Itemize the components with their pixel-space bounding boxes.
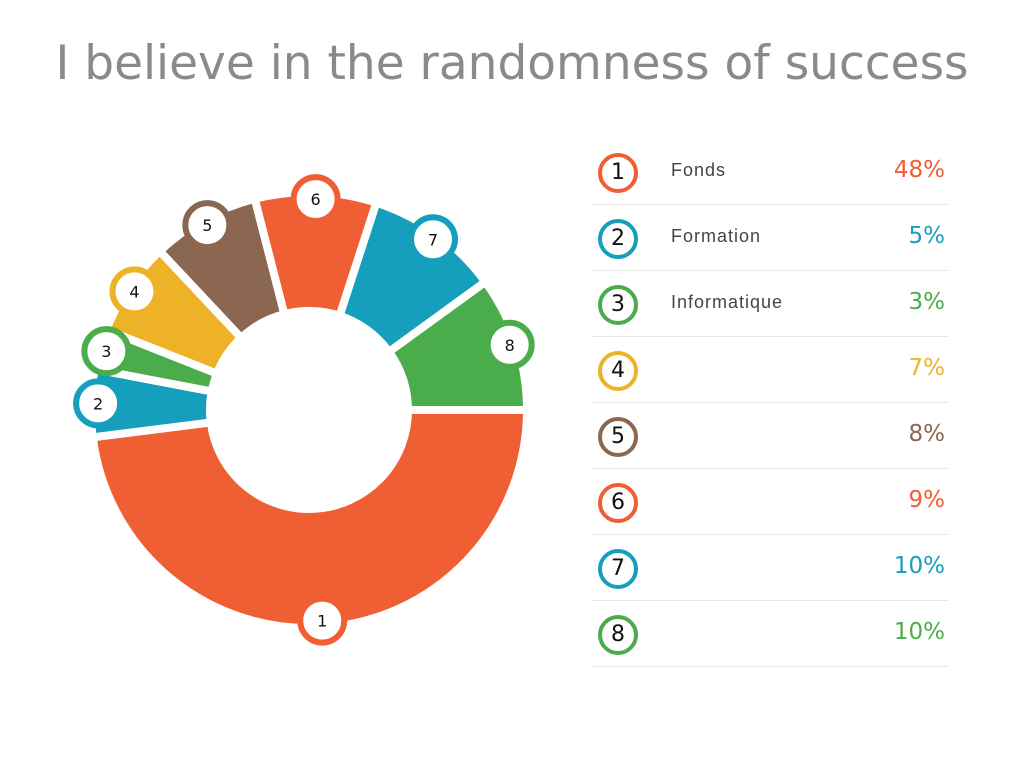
legend-row: 8 10% [592,601,948,667]
legend-number-badge: 1 [598,153,638,193]
legend-label: Informatique [671,292,784,312]
slice-label-badge [73,378,124,429]
legend-percent: 10% [893,619,945,645]
chart-title: I believe in the randomness of success [55,36,969,91]
legend-row: 4 7% [592,337,948,403]
legend-label: Formation [671,226,762,246]
slice-label-text: 6 [311,190,321,209]
legend-row: 6 9% [592,469,948,535]
slice-label-text: 5 [202,216,212,235]
donut-chart: 1 2 3 4 5 6 7 8 [73,174,535,646]
slice-8 [383,276,532,414]
legend-percent: 9% [908,487,946,513]
legend-number-badge: 3 [598,285,638,325]
slice-label-8: 8 [484,319,535,370]
slice-label-badge [109,266,160,317]
slice-label-text: 4 [129,282,139,301]
slice-label-3: 3 [81,326,132,377]
legend-row: 1 Fonds 48% [592,139,948,205]
slice-1 [88,406,532,632]
legend-row: 5 8% [592,403,948,469]
slice-label-4: 4 [109,266,160,317]
legend-number-badge: 2 [598,219,638,259]
legend-label: Fonds [671,160,727,180]
slice-label-badge [484,319,535,370]
legend-percent: 7% [908,355,946,381]
legend-number-badge: 6 [598,483,638,523]
slice-label-7: 7 [408,214,459,265]
legend-row: 7 10% [592,535,948,601]
slice-label-badge [408,214,459,265]
legend-number-badge: 7 [598,549,638,589]
slice-label-badge [81,326,132,377]
legend-percent: 8% [908,421,946,447]
slice-label-6: 6 [290,174,341,225]
legend-row: 3 Informatique 3% [592,271,948,337]
legend-percent: 3% [908,289,946,315]
legend-number-badge: 8 [598,615,638,655]
slice-label-text: 7 [428,230,438,249]
slice-label-5: 5 [182,200,233,251]
legend-number-badge: 5 [598,417,638,457]
slice-label-badge [182,200,233,251]
slice-label-text: 1 [317,612,327,631]
slice-label-text: 8 [505,336,515,355]
legend: 1 Fonds 48% 2 Formation 5% 3 Informatique 3% 4 7% 5… [592,139,948,667]
slice-label-text: 2 [93,394,103,413]
legend-percent: 5% [908,223,946,249]
slice-label-1: 1 [297,595,348,646]
legend-row: 2 Formation 5% [592,205,948,271]
legend-number-badge: 4 [598,351,638,391]
slice-label-badge [297,595,348,646]
slice-label-text: 3 [101,342,111,361]
legend-percent: 48% [893,157,945,183]
slice-label-2: 2 [73,378,124,429]
slice-label-badge [290,174,341,225]
legend-percent: 10% [893,553,945,579]
